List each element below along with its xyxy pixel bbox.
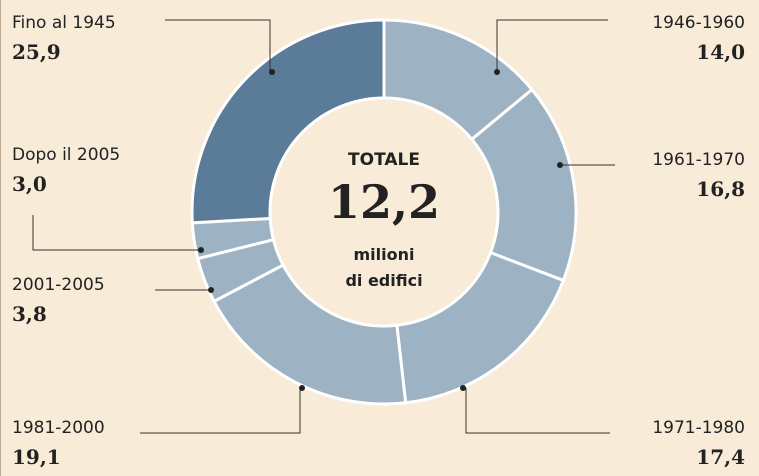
value-label: 19,1 bbox=[12, 445, 61, 469]
center-text: di edifici bbox=[345, 271, 422, 290]
center-value: 12,2 bbox=[328, 175, 440, 229]
leader-line bbox=[165, 19, 271, 72]
center-title: TOTALE bbox=[348, 150, 420, 170]
value-label: 17,4 bbox=[696, 445, 745, 469]
category-label: 1961-1970 bbox=[652, 150, 745, 170]
leader-line bbox=[140, 388, 301, 434]
leader-dot bbox=[269, 69, 275, 75]
category-label: 1946-1960 bbox=[652, 13, 745, 33]
value-label: 16,8 bbox=[696, 177, 745, 201]
category-label: 1971-1980 bbox=[652, 418, 745, 438]
center-text: milioni bbox=[354, 245, 415, 264]
category-label: 1981-2000 bbox=[12, 418, 105, 438]
category-label: 2001-2005 bbox=[12, 275, 105, 295]
leader-dot bbox=[299, 385, 305, 391]
leader-line bbox=[465, 388, 610, 434]
value-label: 3,0 bbox=[12, 172, 47, 196]
leader-line bbox=[32, 215, 201, 251]
donut-segment bbox=[190, 18, 386, 225]
leader-line bbox=[496, 19, 608, 72]
leader-dot bbox=[494, 69, 500, 75]
leader-dot bbox=[557, 162, 563, 168]
leader-dot bbox=[208, 287, 214, 293]
category-label: Dopo il 2005 bbox=[12, 145, 120, 165]
leader-dot bbox=[460, 385, 466, 391]
category-label: Fino al 1945 bbox=[12, 13, 116, 33]
value-label: 14,0 bbox=[696, 40, 745, 64]
leader-dot bbox=[198, 247, 204, 253]
value-label: 25,9 bbox=[12, 40, 61, 64]
value-label: 3,8 bbox=[12, 302, 47, 326]
